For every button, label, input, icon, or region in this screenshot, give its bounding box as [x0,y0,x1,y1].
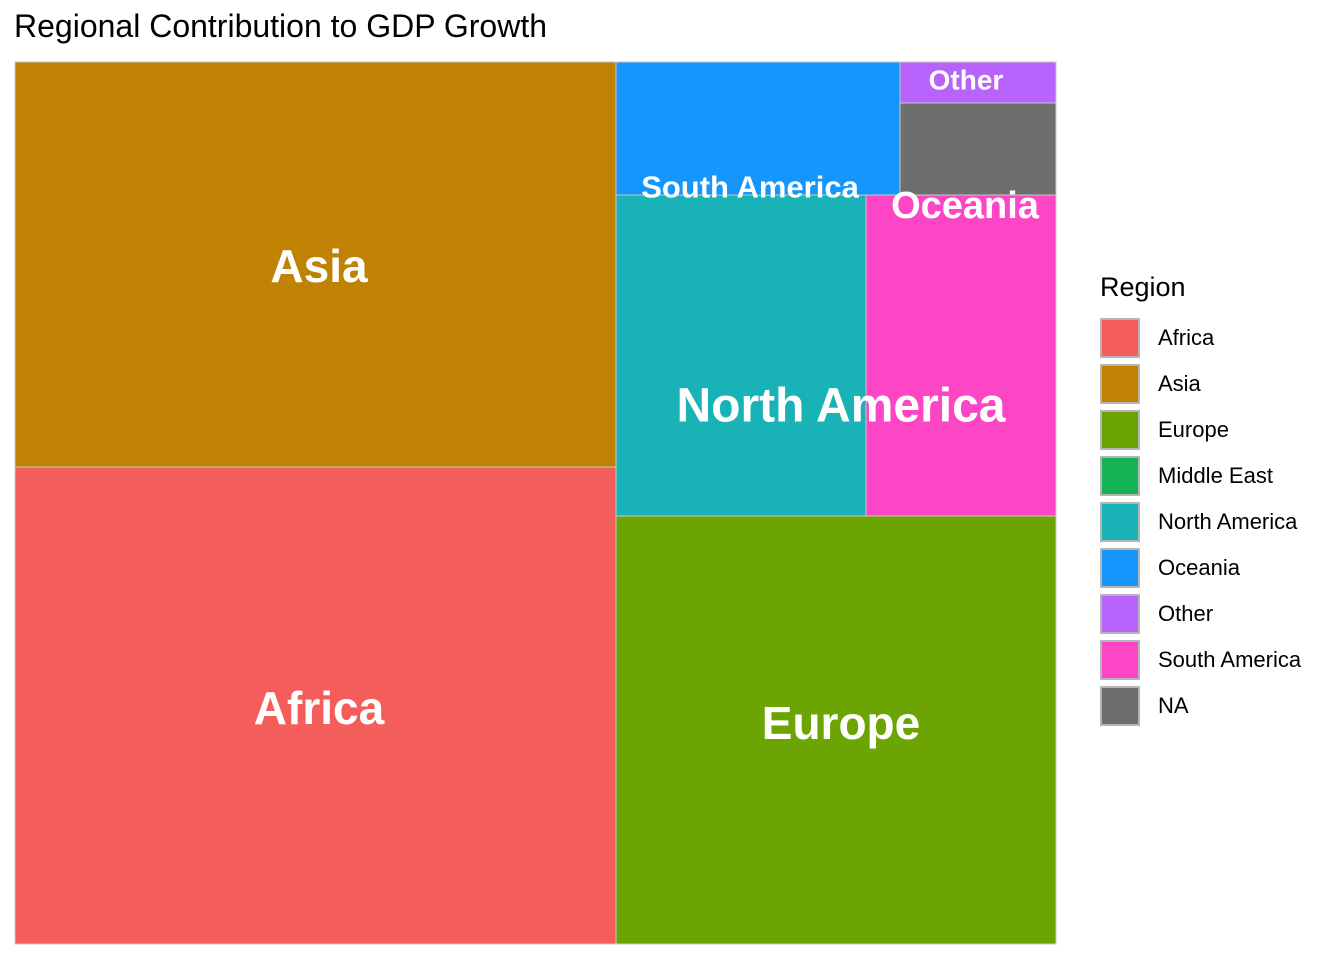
legend-label: Asia [1158,371,1201,396]
tile-north-america [615,194,867,517]
chart-title: Regional Contribution to GDP Growth [14,8,548,44]
legend-item: Middle East [1100,453,1301,499]
legend-label: Africa [1158,325,1215,350]
legend-item: Asia [1100,361,1301,407]
tile-label-africa: Africa [254,682,385,734]
tile-europe [615,515,1057,945]
tile-africa [14,466,617,945]
legend-swatch [1100,456,1140,496]
tile-na [899,102,1057,196]
legend-label: Other [1158,601,1214,626]
legend-swatch [1100,410,1140,450]
legend-swatch [1100,640,1140,680]
legend-label: North America [1158,509,1298,534]
legend-item: Other [1100,591,1301,637]
tile-label-north-america: North America [677,380,1006,433]
tile-label-other: Other [929,65,1004,96]
legend-label: NA [1158,693,1189,718]
tile-other [899,61,1057,104]
legend-item: NA [1100,683,1301,729]
legend-swatch [1100,686,1140,726]
legend-title: Region [1100,272,1186,302]
tile-oceania [865,194,1057,517]
tile-label-europe: Europe [762,697,920,749]
tile-label-south-america: South America [641,170,859,205]
legend-swatch [1100,364,1140,404]
legend-label: Middle East [1158,463,1273,488]
legend-label: Europe [1158,417,1229,442]
legend-items: Africa Asia Europe Middle East North America… [1100,315,1301,729]
legend-label: Oceania [1158,555,1240,580]
legend-swatch [1100,594,1140,634]
legend-swatch [1100,548,1140,588]
legend: Region Africa Asia Europe Middle East North … [1100,272,1301,729]
legend-swatch [1100,318,1140,358]
legend-item: South America [1100,637,1301,683]
legend-item: Oceania [1100,545,1301,591]
legend-item: Africa [1100,315,1301,361]
legend-item: Europe [1100,407,1301,453]
tile-label-oceania: Oceania [891,185,1040,227]
legend-label: South America [1158,647,1302,672]
tile-label-asia: Asia [270,240,368,292]
legend-item: North America [1100,499,1301,545]
tile-south-america [615,61,901,196]
legend-swatch [1100,502,1140,542]
tile-asia [14,61,617,468]
